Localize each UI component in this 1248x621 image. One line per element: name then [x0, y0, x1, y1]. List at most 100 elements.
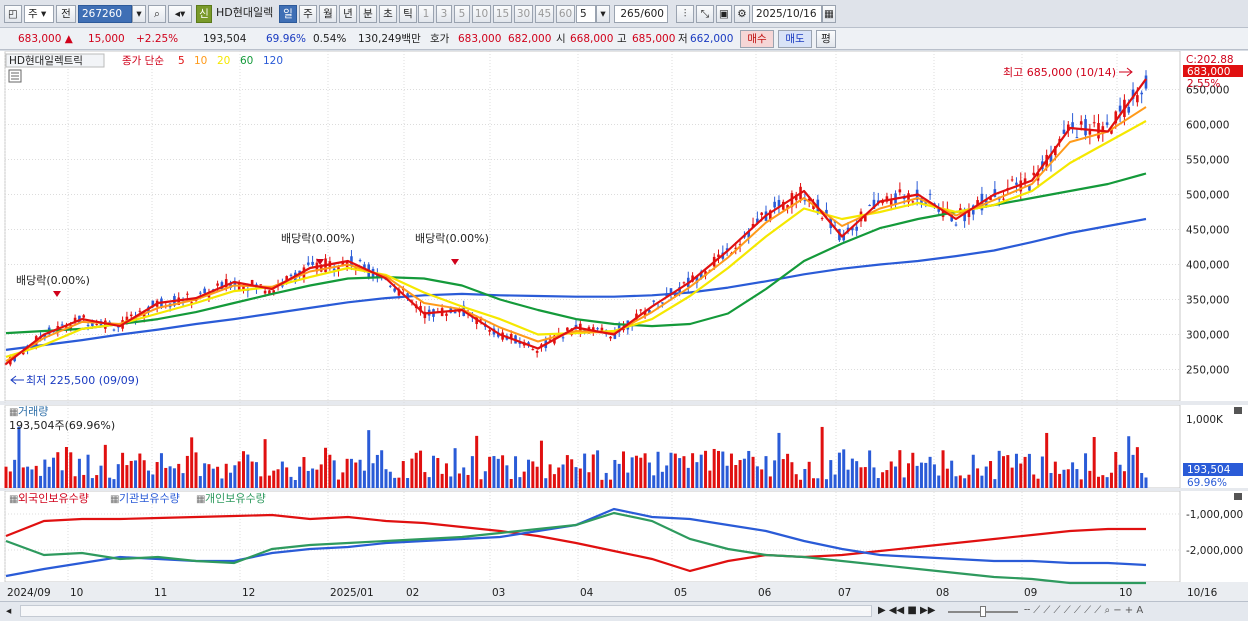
candle-body: [989, 197, 992, 201]
volume-bar: [531, 461, 535, 488]
x-tick-label: 10/16: [1187, 587, 1218, 599]
volume-bar: [1006, 455, 1010, 488]
candle-body: [95, 324, 98, 326]
code-dropdown-icon[interactable]: ▾: [132, 5, 146, 23]
prev-button[interactable]: 전: [56, 5, 76, 23]
period-button-3[interactable]: 년: [339, 5, 357, 23]
stock-code-input[interactable]: 267260: [78, 5, 132, 23]
candle-body: [397, 289, 401, 296]
volume-bar: [894, 466, 898, 488]
candle-body: [1019, 180, 1023, 192]
candle-icon[interactable]: ⫶: [676, 5, 694, 23]
candle-body: [807, 198, 811, 202]
interval-dropdown-icon[interactable]: ▾: [596, 5, 610, 23]
period-button-6[interactable]: 틱: [399, 5, 417, 23]
volume-bar: [475, 435, 479, 488]
window-icon[interactable]: ◰: [4, 5, 22, 23]
interval-button-7[interactable]: 60: [556, 5, 575, 23]
period-button-2[interactable]: 월: [319, 5, 337, 23]
zoom-slider-handle[interactable]: [980, 606, 986, 617]
volume-bar: [613, 459, 617, 488]
volume-bar: [172, 468, 176, 488]
candle-body: [648, 310, 651, 314]
average-button[interactable]: 평: [816, 30, 836, 48]
stock-name[interactable]: HD현대일렉: [216, 6, 274, 19]
gear-icon[interactable]: ⚙: [734, 5, 750, 23]
volume-bar: [492, 456, 496, 488]
low-label: 저: [678, 33, 688, 45]
sell-button[interactable]: 매도: [778, 30, 812, 48]
price-tick-label: 600,000: [1186, 120, 1229, 132]
pane-splitter-1[interactable]: [0, 401, 1248, 405]
price-tick-label: 500,000: [1186, 190, 1229, 202]
calendar-icon[interactable]: ▦: [822, 5, 836, 23]
period-button-1[interactable]: 주: [299, 5, 317, 23]
volume-bar: [755, 466, 759, 488]
candle-body: [116, 326, 120, 328]
high-price: 685,000: [632, 33, 676, 45]
volume-bar: [207, 464, 211, 488]
volume-bar: [108, 477, 112, 488]
period-button-5[interactable]: 초: [379, 5, 397, 23]
volume-bar: [764, 456, 768, 488]
scroll-left-icon[interactable]: ◂: [6, 605, 12, 617]
volume-bar: [159, 453, 163, 488]
candle-body: [518, 342, 522, 344]
volume-bar: [388, 471, 392, 488]
volume-bar: [1075, 469, 1079, 488]
sound-icon[interactable]: ◂▾: [168, 5, 192, 23]
pane-splitter-2[interactable]: [0, 488, 1248, 491]
chart-area[interactable]: 2024/09 10 11 12 2025/01 02 03 04 05 06 07 08 09 10 10…: [0, 50, 1248, 601]
volume-bar: [725, 465, 729, 488]
holdings-pane-close-icon[interactable]: [1234, 493, 1242, 500]
volume-bar: [816, 478, 820, 488]
volume-bar: [945, 468, 949, 488]
tools-icon[interactable]: ⤡: [696, 5, 714, 23]
interval-button-5[interactable]: 30: [514, 5, 533, 23]
bottom-scrollbar[interactable]: ◂ ▶ ◀◀ ■ ▶▶ ╌ ⟋ ⟋ ⟋ ⟋ ⟋ ⟋ ⟋ ⌕ − + A: [0, 601, 1248, 621]
volume-bar: [790, 462, 794, 488]
period-button-4[interactable]: 분: [359, 5, 377, 23]
volume-bar: [833, 474, 837, 488]
volume-bar: [907, 463, 910, 488]
drawing-tools-icons[interactable]: ╌ ⟋ ⟋ ⟋ ⟋ ⟋ ⟋ ⟋ ⌕ − + A: [1024, 605, 1144, 616]
candle-body: [458, 311, 461, 313]
ma-line-10: [5, 106, 1147, 362]
date-input[interactable]: 2025/10/16: [752, 5, 822, 23]
interval-button-4[interactable]: 15: [493, 5, 512, 23]
volume-bar: [1105, 477, 1109, 488]
ask-price: 683,000: [458, 33, 502, 45]
candle-body: [786, 205, 789, 209]
count-field[interactable]: 265/600: [614, 5, 668, 23]
candle-body: [609, 336, 612, 339]
search-icon[interactable]: ⌕: [148, 5, 166, 23]
volume-bar: [34, 465, 38, 488]
interval-button-0[interactable]: 1: [418, 5, 434, 23]
market-select[interactable]: 주 ▾: [24, 5, 54, 23]
volume-pane-close-icon[interactable]: [1234, 407, 1242, 414]
save-icon[interactable]: ▣: [716, 5, 732, 23]
candle-body: [332, 268, 336, 271]
turnover-rate: 0.54%: [313, 33, 347, 45]
candle-body: [337, 267, 340, 270]
interval-button-3[interactable]: 10: [472, 5, 491, 23]
stock-chart[interactable]: 2024/09 10 11 12 2025/01 02 03 04 05 06 07 08 09 10 10…: [0, 50, 1248, 601]
volume-bar: [17, 426, 21, 488]
scroll-track[interactable]: [20, 605, 872, 617]
interval-button-2[interactable]: 5: [454, 5, 470, 23]
holdings-tick-label: -2,000,000: [1186, 545, 1243, 557]
interval-button-1[interactable]: 3: [436, 5, 452, 23]
interval-button-6[interactable]: 45: [535, 5, 554, 23]
buy-button[interactable]: 매수: [740, 30, 774, 48]
holdings-pane-icon-3: ▦: [196, 494, 205, 505]
period-button-0[interactable]: 일: [279, 5, 297, 23]
volume-bar: [669, 452, 673, 488]
candle-body: [259, 284, 263, 286]
scroll-controls[interactable]: ▶ ◀◀ ■ ▶▶: [878, 605, 936, 616]
volume-bar: [60, 470, 64, 488]
x-tick-label: 2025/01: [330, 587, 374, 599]
volume-bar: [527, 459, 530, 488]
volume-bar: [773, 460, 777, 488]
interval-input[interactable]: 5: [576, 5, 596, 23]
volume-bar: [673, 453, 677, 488]
